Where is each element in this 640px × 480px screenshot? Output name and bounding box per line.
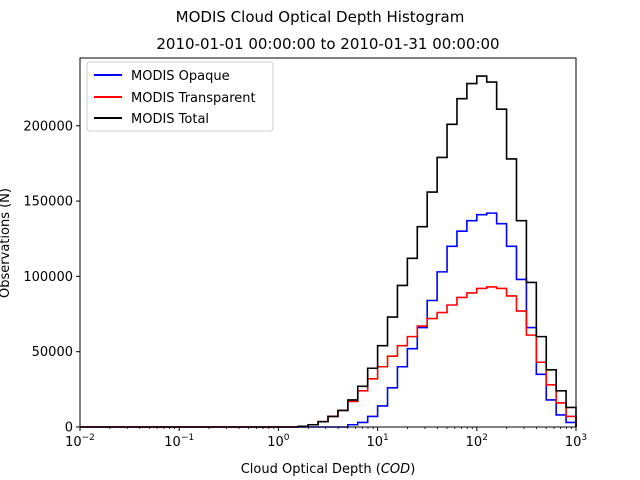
y-axis-label: Observations (N) — [0, 188, 13, 298]
x-axis-label: Cloud Optical Depth (COD) — [241, 462, 416, 477]
y-tick-label: 200000 — [23, 119, 73, 134]
x-tick-label: 100 — [267, 433, 290, 450]
legend: MODIS Opaque MODIS Transparent MODIS Tot… — [86, 61, 274, 132]
y-tick-label: 150000 — [23, 195, 73, 210]
y-tick-label: 0 — [65, 421, 73, 436]
axes-layer: 10−2 10−1 100 101 102 103 0 50000 100000 150000 20… — [23, 57, 587, 450]
x-tick-label: 102 — [466, 433, 488, 450]
legend-label-transparent: MODIS Transparent — [131, 91, 256, 106]
x-tick-label: 10−2 — [65, 433, 95, 450]
x-tick-label: 101 — [366, 433, 388, 450]
x-axis-label-italic: COD — [381, 462, 410, 477]
legend-label-opaque: MODIS Opaque — [131, 69, 230, 84]
x-tick-label: 103 — [565, 433, 587, 450]
x-tick-label: 10−1 — [164, 433, 194, 450]
legend-box — [86, 61, 274, 132]
axes-frame — [79, 57, 577, 428]
y-tick-label: 100000 — [23, 270, 73, 285]
chart-title: MODIS Cloud Optical Depth Histogram — [176, 8, 465, 26]
y-tick-label: 50000 — [32, 345, 73, 360]
x-axis-label-main: Cloud Optical Depth ( — [241, 462, 381, 477]
legend-label-total: MODIS Total — [131, 112, 209, 127]
x-axis-label-end: ) — [410, 462, 415, 477]
chart-subtitle: 2010-01-01 00:00:00 to 2010-01-31 00:00:… — [156, 35, 499, 53]
